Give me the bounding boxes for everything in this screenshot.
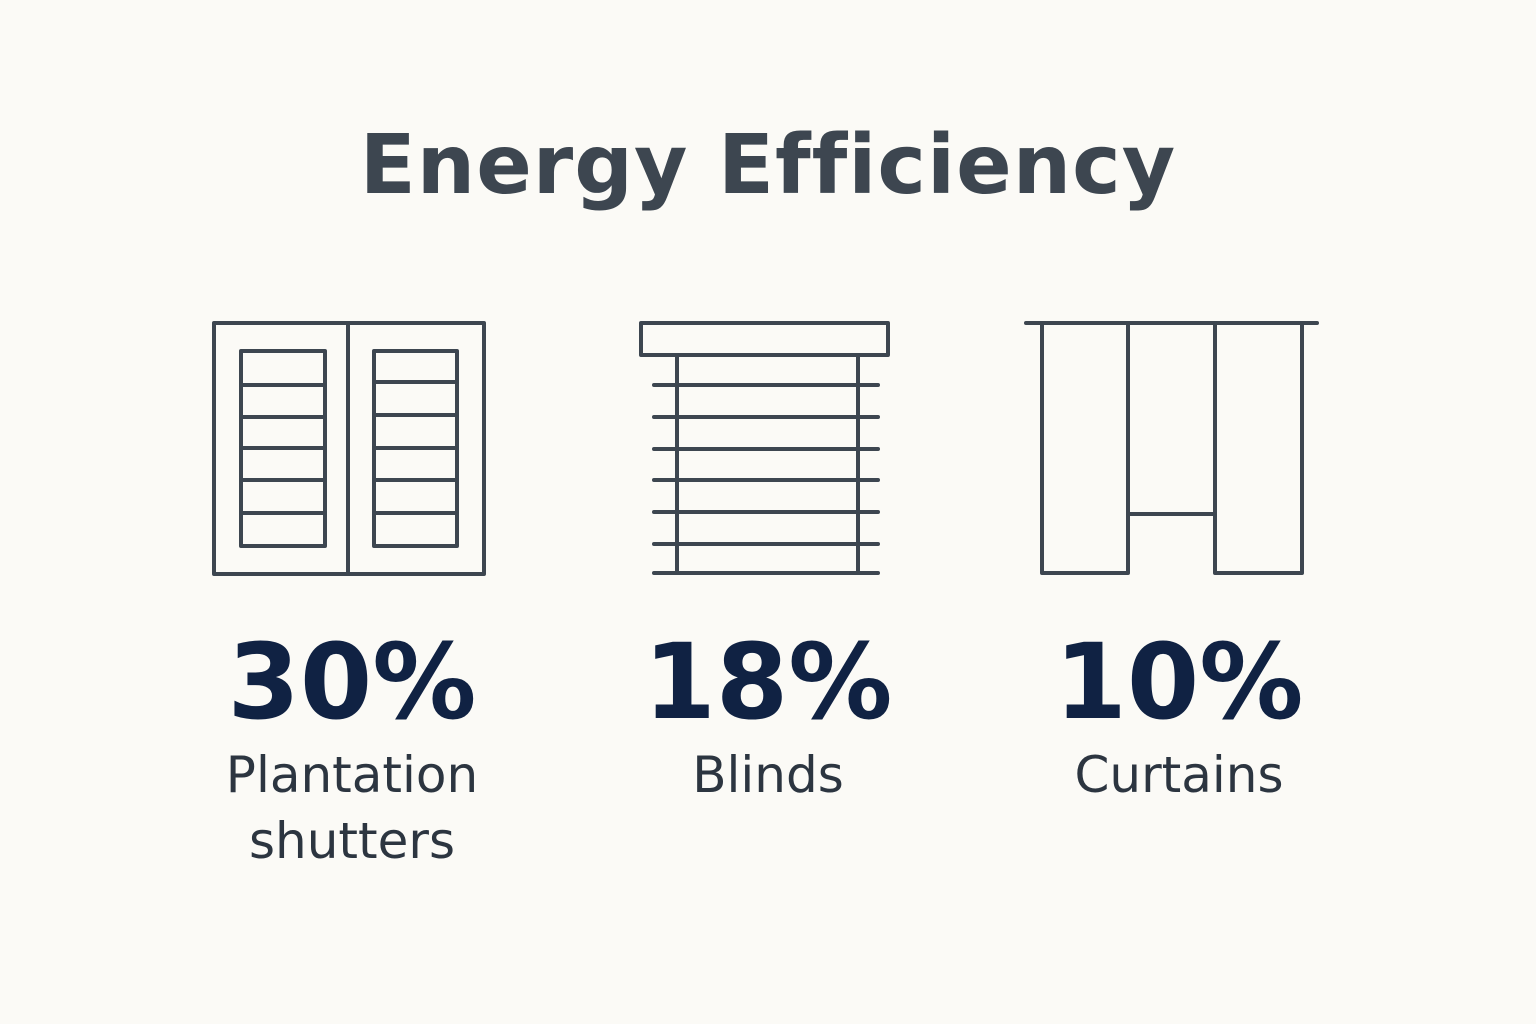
stat: 18% [643,621,893,743]
title: Energy Efficiency [359,118,1177,213]
item: 30% Plantation shutters [172,622,532,874]
stat: 30% [227,621,477,743]
label: Curtains [1074,746,1284,804]
label: Blinds [692,746,844,804]
shutters-icon [212,321,486,576]
label: Plantation shutters [225,746,479,870]
blinds-icon [639,321,890,575]
item: 10% Curtains [999,622,1359,808]
stat: 10% [1054,621,1304,743]
curtains-icon [1024,321,1319,575]
item: 18% Blinds [588,622,948,808]
